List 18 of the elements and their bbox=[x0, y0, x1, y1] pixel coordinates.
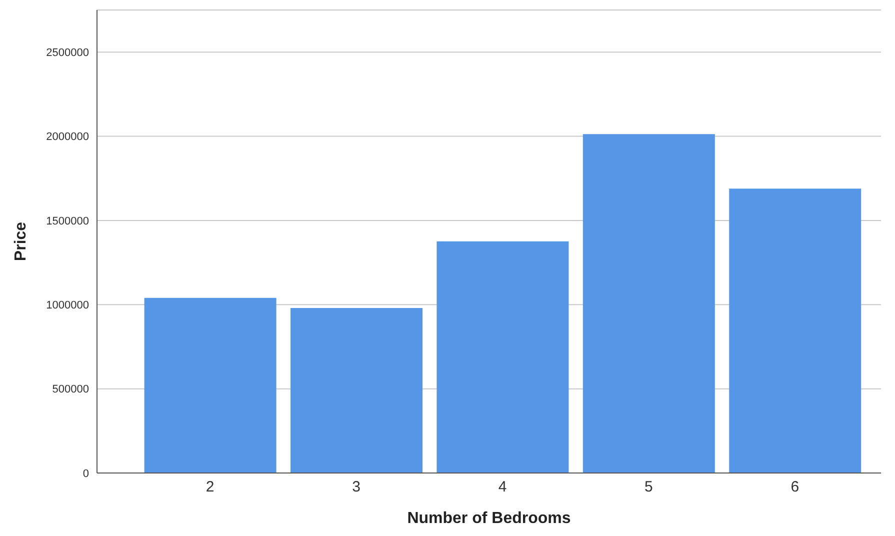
x-tick-label: 6 bbox=[790, 478, 800, 496]
bar bbox=[144, 298, 276, 473]
x-tick-label: 5 bbox=[644, 478, 653, 496]
bar bbox=[436, 241, 569, 473]
y-tick-label: 2500000 bbox=[46, 46, 89, 59]
x-axis-title: Number of Bedrooms bbox=[407, 510, 571, 527]
y-tick-label: 0 bbox=[82, 468, 89, 480]
bar bbox=[290, 308, 423, 473]
y-axis-title: Price bbox=[12, 222, 30, 262]
y-tick-label: 1000000 bbox=[46, 300, 89, 312]
x-tick-label: 3 bbox=[352, 478, 360, 496]
bar bbox=[582, 134, 715, 473]
bar bbox=[729, 188, 862, 473]
x-tick-label: 4 bbox=[498, 478, 507, 496]
x-tick-label: 2 bbox=[206, 478, 214, 496]
y-tick-label: 2000000 bbox=[46, 131, 89, 144]
y-tick-label: 500000 bbox=[52, 384, 89, 396]
y-tick-label: 1500000 bbox=[46, 215, 89, 228]
